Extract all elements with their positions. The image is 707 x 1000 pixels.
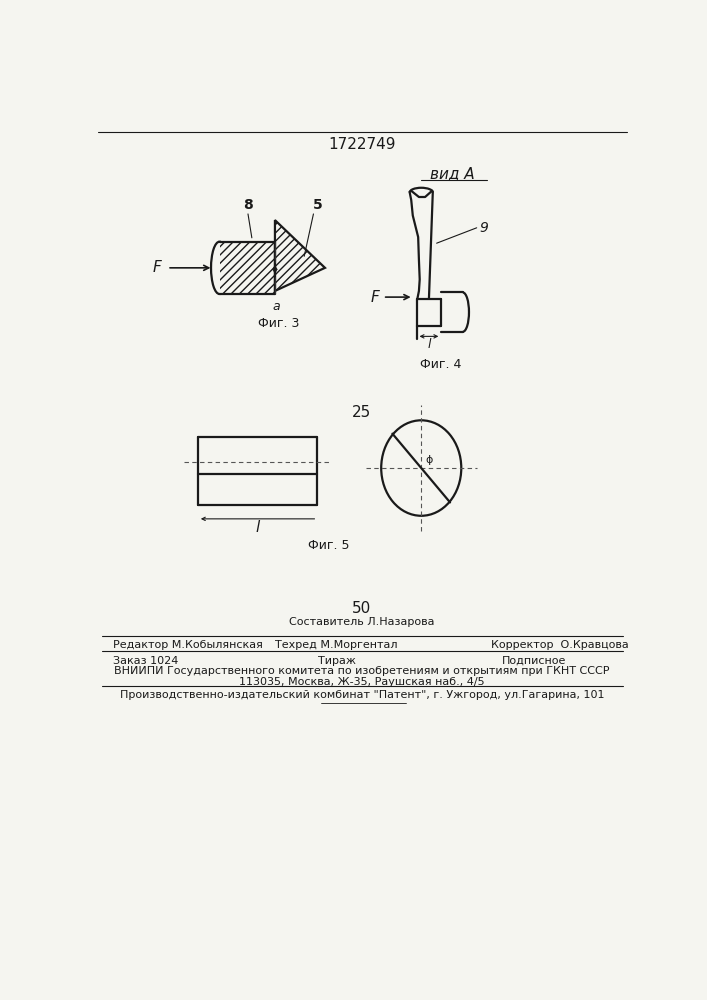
Text: Корректор  О.Кравцова: Корректор О.Кравцова [491,640,629,650]
Text: F: F [153,260,162,275]
Text: ВНИИПИ Государственного комитета по изобретениям и открытиям при ГКНТ СССР: ВНИИПИ Государственного комитета по изоб… [115,666,609,676]
Text: вид A: вид A [430,166,474,181]
Text: Заказ 1024: Заказ 1024 [113,656,179,666]
Text: 113035, Москва, Ж-35, Раушская наб., 4/5: 113035, Москва, Ж-35, Раушская наб., 4/5 [239,677,485,687]
Text: F: F [370,290,379,305]
Text: Составитель Л.Назарова: Составитель Л.Назарова [289,617,435,627]
Text: 25: 25 [352,405,372,420]
Text: 9: 9 [479,221,488,235]
Text: Тираж: Тираж [317,656,356,666]
Text: Фиг. 4: Фиг. 4 [420,358,461,371]
Text: ϕ: ϕ [426,455,433,465]
Text: Фиг. 3: Фиг. 3 [258,317,300,330]
Text: Подписное: Подписное [502,656,566,666]
Bar [219,242,275,294]
Text: a: a [273,300,280,313]
Text: Производственно-издательский комбинат "Патент", г. Ужгород, ул.Гагарина, 101: Производственно-издательский комбинат "П… [119,690,604,700]
Polygon shape [275,220,325,291]
Text: 5: 5 [312,198,322,212]
Text: l: l [255,520,259,535]
Text: Фиг. 5: Фиг. 5 [308,539,349,552]
Text: 1722749: 1722749 [328,137,396,152]
Text: Техред М.Моргентал: Техред М.Моргентал [275,640,398,650]
Text: Редактор М.Кобылянская: Редактор М.Кобылянская [113,640,263,650]
Text: l: l [427,338,431,351]
Text: 50: 50 [352,601,372,616]
Text: 8: 8 [243,198,253,212]
